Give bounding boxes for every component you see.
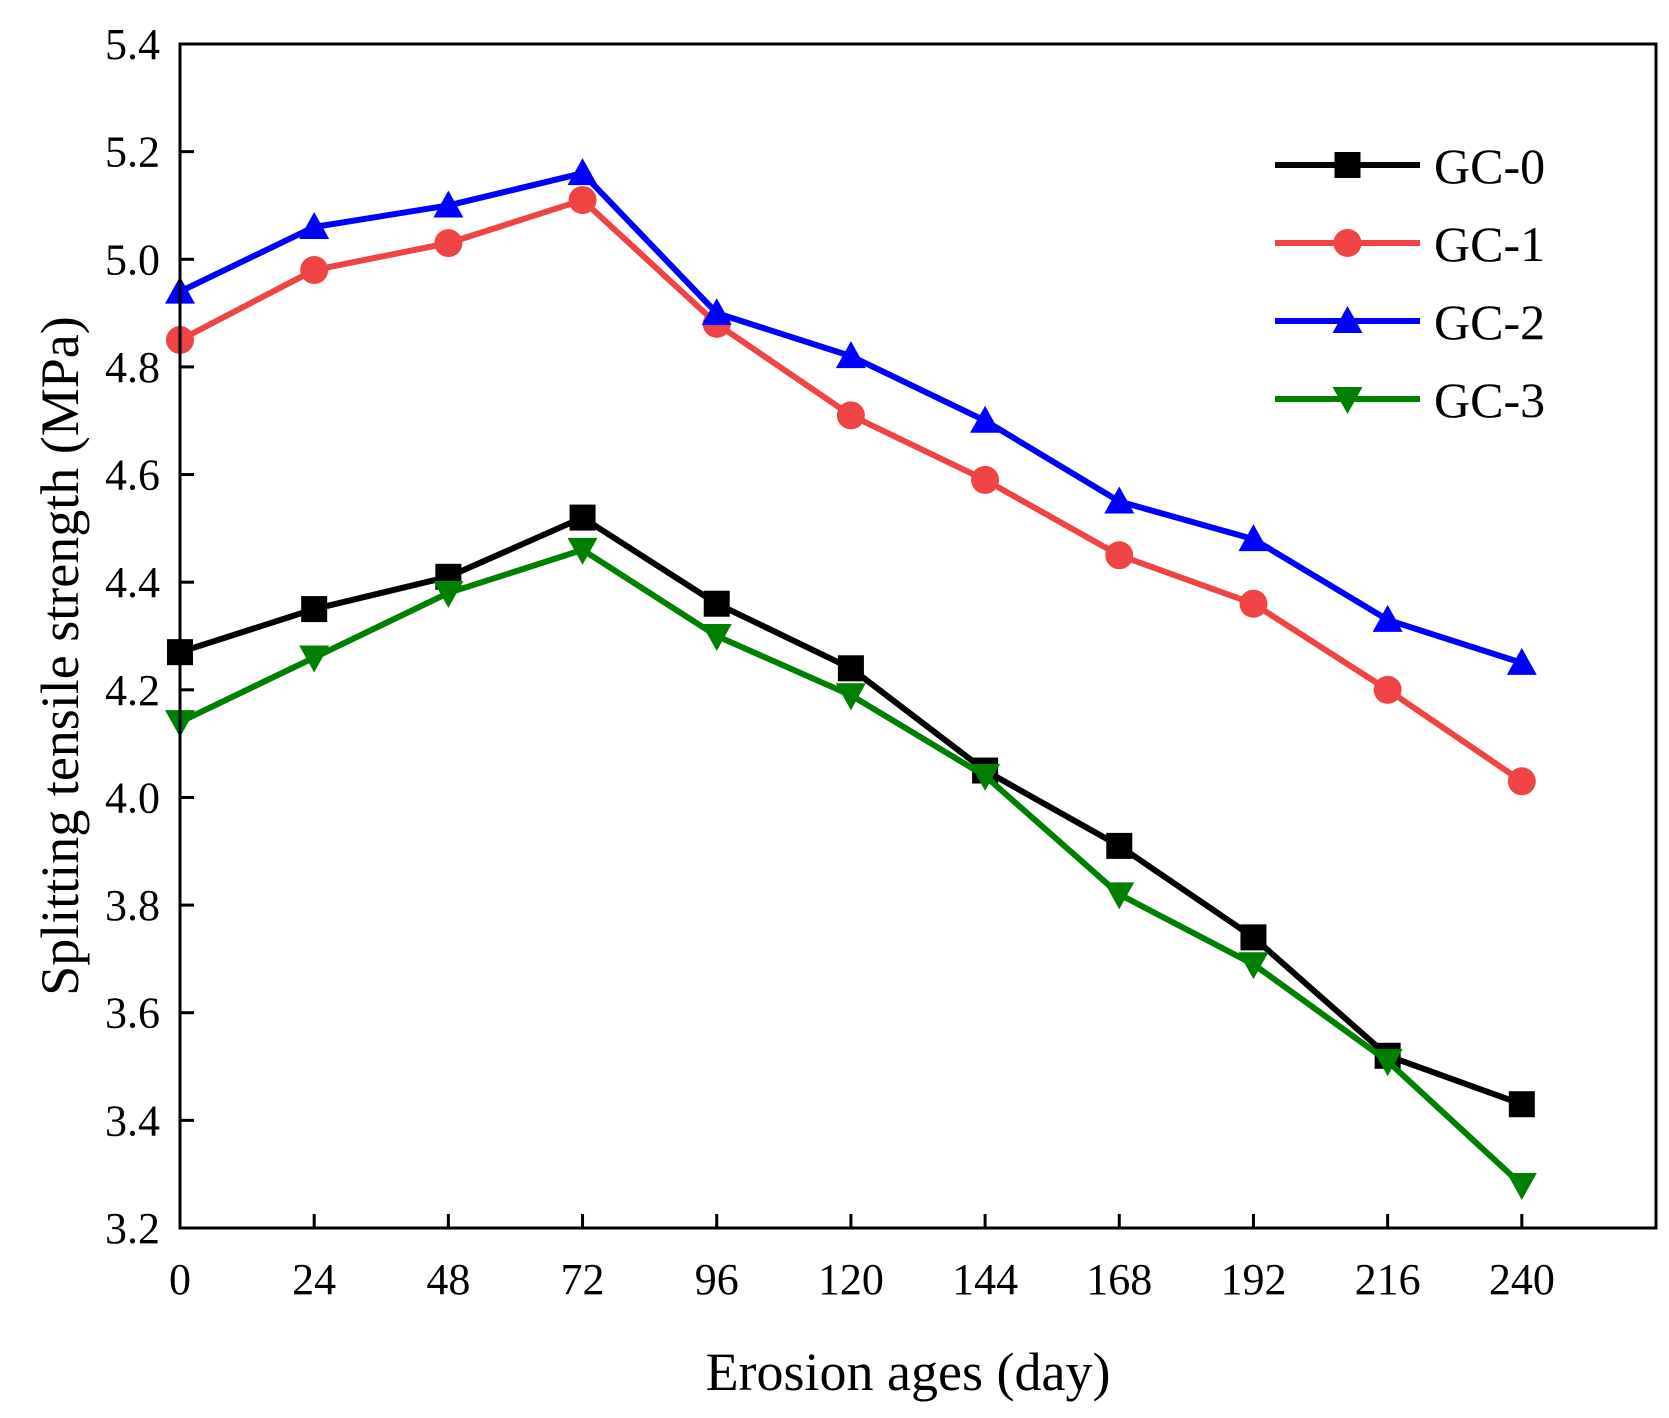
y-tick-label: 3.2 — [105, 1204, 160, 1253]
series-gc-0 — [167, 504, 1535, 1118]
data-point — [301, 596, 328, 623]
data-point — [1238, 524, 1269, 552]
data-point — [434, 229, 463, 258]
data-point — [300, 256, 329, 285]
y-tick-label: 5.4 — [105, 20, 160, 69]
data-point — [1106, 832, 1133, 859]
y-tick-label: 5.0 — [105, 235, 160, 284]
axis-ticks: 0 24 48 72 96 120 144 168 192 216 240 3.2 3.4 3.6 3.8 4… — [105, 20, 1555, 1304]
data-point — [433, 190, 464, 218]
plot-series — [165, 158, 1537, 1200]
legend-label: GC-3 — [1434, 372, 1545, 428]
x-tick-label: 24 — [292, 1255, 336, 1304]
y-tick-label: 4.6 — [105, 451, 160, 500]
data-point — [1506, 1172, 1537, 1200]
legend-item-gc-2: GC-2 — [1275, 294, 1545, 350]
data-point — [1239, 589, 1268, 618]
x-tick-label: 240 — [1489, 1255, 1555, 1304]
x-tick-label: 96 — [695, 1255, 739, 1304]
legend-marker — [1333, 229, 1362, 257]
x-tick-label: 48 — [426, 1255, 470, 1304]
x-axis-title: Erosion ages (day) — [706, 1342, 1111, 1402]
x-tick-label: 216 — [1355, 1255, 1421, 1304]
series-gc-3 — [165, 537, 1537, 1200]
legend-item-gc-1: GC-1 — [1275, 216, 1545, 272]
data-point — [970, 763, 1001, 791]
y-axis-title: Splitting tensile strength (MPa) — [30, 316, 90, 995]
data-point — [835, 683, 866, 711]
y-tick-label: 4.0 — [105, 773, 160, 822]
data-point — [701, 624, 732, 651]
data-point — [433, 580, 464, 608]
series-gc-1 — [166, 186, 1536, 796]
data-point — [299, 211, 330, 239]
data-point — [1105, 541, 1134, 570]
legend-label: GC-0 — [1434, 138, 1545, 194]
data-point — [569, 504, 596, 531]
legend-label: GC-1 — [1434, 216, 1545, 272]
legend-item-gc-0: GC-0 — [1275, 138, 1545, 194]
data-point — [1507, 767, 1536, 796]
x-tick-label: 192 — [1220, 1255, 1286, 1304]
data-point — [1373, 675, 1402, 704]
data-point — [1508, 1091, 1535, 1118]
data-point — [1372, 1049, 1403, 1077]
y-tick-label: 3.4 — [105, 1096, 160, 1145]
data-point — [1104, 486, 1135, 514]
x-tick-label: 144 — [952, 1255, 1018, 1304]
y-tick-label: 4.2 — [105, 666, 160, 715]
legend-marker — [1332, 306, 1363, 333]
data-point — [701, 298, 732, 326]
data-point — [567, 537, 598, 565]
x-tick-label: 0 — [169, 1255, 191, 1304]
data-point — [1238, 952, 1269, 980]
data-point — [1372, 604, 1403, 632]
legend-marker — [1334, 152, 1361, 178]
y-tick-label: 3.8 — [105, 881, 160, 930]
y-tick-label: 4.4 — [105, 558, 160, 607]
data-point — [836, 401, 865, 430]
y-tick-label: 4.8 — [105, 343, 160, 392]
legend-marker — [1332, 387, 1363, 414]
data-point — [837, 655, 864, 682]
x-tick-label: 72 — [561, 1255, 605, 1304]
x-tick-label: 168 — [1086, 1255, 1152, 1304]
y-tick-label: 5.2 — [105, 128, 160, 177]
legend-item-gc-3: GC-3 — [1275, 372, 1545, 428]
x-tick-label: 120 — [818, 1255, 884, 1304]
data-point — [1506, 647, 1537, 675]
data-point — [703, 590, 730, 617]
data-point — [568, 186, 597, 215]
data-point — [970, 405, 1001, 433]
data-point — [835, 341, 866, 369]
data-point — [1240, 924, 1267, 951]
legend-label: GC-2 — [1434, 294, 1545, 350]
data-point — [299, 645, 330, 673]
data-point — [971, 465, 1000, 494]
legend: GC-0 GC-1 GC-2 GC-3 — [1275, 138, 1545, 428]
data-point — [567, 158, 598, 186]
series-gc-2 — [165, 158, 1537, 675]
data-point — [1104, 882, 1135, 910]
plot-frame — [178, 42, 1658, 1230]
y-tick-label: 3.6 — [105, 989, 160, 1038]
